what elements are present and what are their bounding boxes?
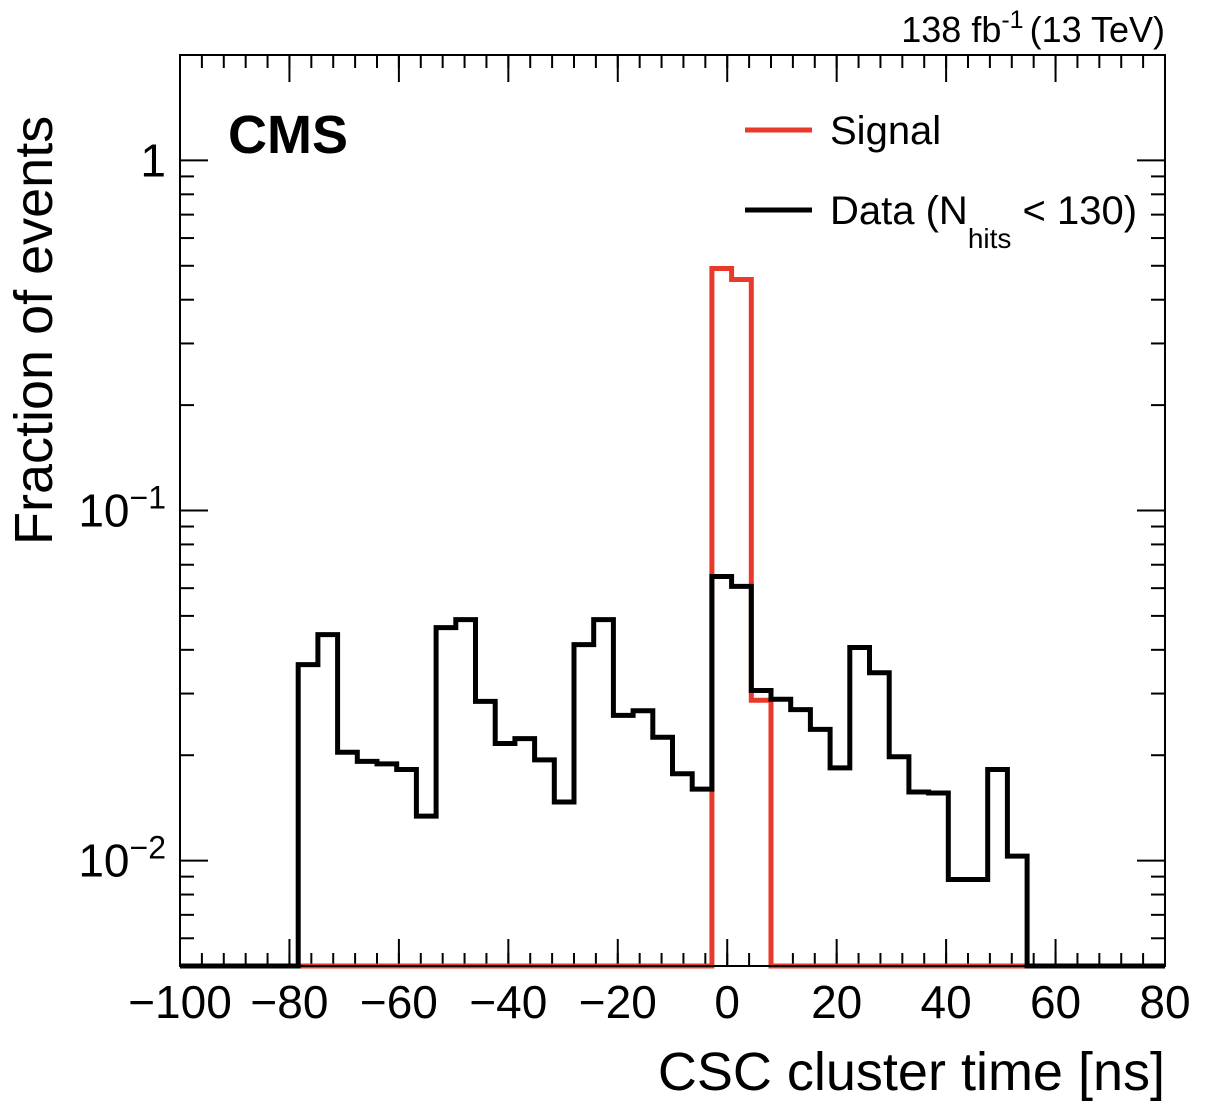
x-tick-label: −40 — [469, 976, 547, 1028]
x-tick-label: 60 — [1030, 976, 1081, 1028]
y-tick-exponent: −2 — [130, 830, 166, 866]
y-tick-base: 10 — [78, 835, 129, 887]
y-tick-base: 10 — [78, 485, 129, 537]
legend-rest: < 130) — [1011, 189, 1137, 233]
legend-name: Data (N — [830, 189, 968, 233]
histogram-line — [180, 573, 1165, 969]
x-tick-label: −100 — [128, 976, 232, 1028]
x-tick-label: −60 — [360, 976, 438, 1028]
experiment-label: CMS — [228, 105, 348, 165]
y-tick-label: 1 — [140, 134, 166, 186]
y-tick-label: 10−2 — [78, 830, 166, 887]
x-tick-label: −20 — [579, 976, 657, 1028]
plot-frame — [179, 54, 1166, 967]
legend-name: Signal — [830, 109, 941, 153]
legend-sub: hits — [968, 223, 1012, 254]
y-axis-label: Fraction of events — [4, 116, 64, 545]
x-axis-label: CSC cluster time [ns] — [658, 1042, 1165, 1102]
x-tick-label: 80 — [1139, 976, 1190, 1028]
energy: (13 TeV) — [1030, 9, 1165, 50]
legend-label: Signal — [830, 109, 941, 153]
histogram-line — [180, 266, 1165, 969]
y-tick-label: 10−1 — [78, 480, 166, 537]
legend-label: Data (Nhits < 130) — [830, 189, 1137, 254]
x-tick-label: 40 — [921, 976, 972, 1028]
lumi: 138 fb — [901, 9, 1001, 50]
y-tick-exponent: −1 — [130, 480, 166, 516]
x-tick-label: 20 — [811, 976, 862, 1028]
x-tick-label: −80 — [250, 976, 328, 1028]
lumi-label: 138 fb-1 (13 TeV) — [901, 6, 1165, 50]
lumi-exp: -1 — [1001, 6, 1023, 34]
x-tick-label: 0 — [714, 976, 740, 1028]
